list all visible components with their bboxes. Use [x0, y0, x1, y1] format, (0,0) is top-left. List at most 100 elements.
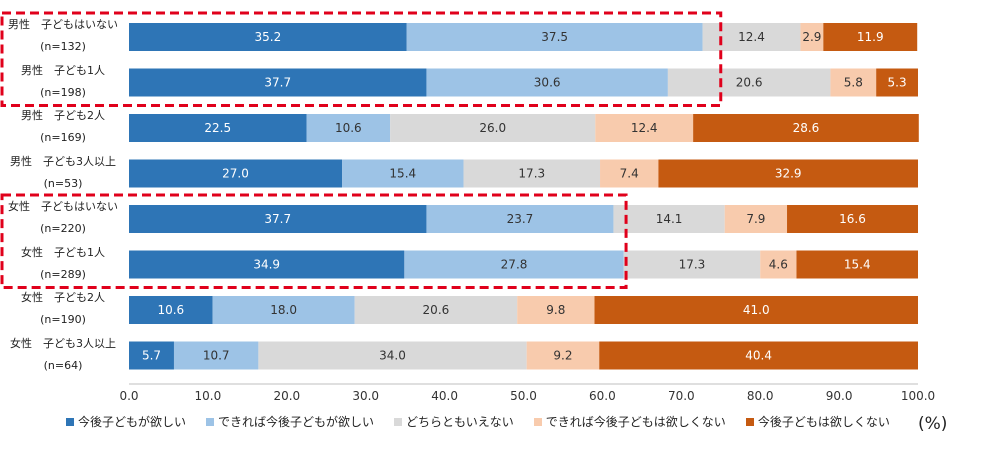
x-tick-label: 100.0 — [901, 389, 935, 403]
bar-segment — [667, 68, 831, 97]
legend: 今後子どもが欲しい できれば今後子どもが欲しい どちらともいえない できれば今後子ども… — [66, 413, 890, 430]
data-label: 9.8 — [546, 303, 565, 317]
bar-segment — [623, 250, 761, 279]
data-label: 9.2 — [553, 349, 572, 363]
data-label: 34.9 — [253, 258, 280, 272]
legend-swatch — [745, 417, 754, 426]
data-label: 5.3 — [888, 76, 907, 90]
data-label: 12.4 — [738, 30, 765, 44]
bar-segment — [760, 250, 797, 279]
bar-segment — [129, 341, 174, 370]
bar-segment — [342, 159, 464, 188]
bar-segment — [796, 250, 918, 279]
data-label: 14.1 — [656, 212, 683, 226]
legend-swatch — [206, 417, 215, 426]
x-tick-label: 90.0 — [826, 389, 853, 403]
category-label: 男性 子ども3人以上 (n=53) — [10, 154, 116, 190]
data-label: 28.6 — [793, 121, 820, 135]
bar-segment — [306, 114, 391, 142]
data-label: 34.0 — [379, 349, 406, 363]
x-tick-label: 30.0 — [352, 389, 379, 403]
bar-segment — [129, 205, 427, 233]
legend-label: できれば今後子どもは欲しくない — [545, 415, 726, 429]
legend-swatch — [66, 417, 74, 426]
data-label: 35.2 — [255, 30, 282, 44]
bar-segment — [526, 341, 600, 370]
legend-item: できれば今後子どもは欲しくない — [533, 413, 726, 430]
bar-segment — [600, 159, 659, 188]
x-tick-label: 20.0 — [273, 389, 300, 403]
data-label: 11.9 — [857, 30, 884, 44]
bar-segment — [594, 296, 918, 324]
data-label: 7.9 — [746, 212, 765, 226]
bar-segment — [800, 23, 824, 51]
category-label: 女性 子ども1人 (n=289) — [21, 245, 105, 281]
data-label: 2.9 — [802, 30, 821, 44]
x-tick-label: 60.0 — [589, 389, 616, 403]
data-label: 10.6 — [157, 303, 184, 317]
x-tick-label: 10.0 — [195, 389, 222, 403]
data-label: 40.4 — [745, 349, 772, 363]
bar-segment — [390, 114, 596, 142]
data-label: 10.7 — [203, 349, 230, 363]
bar-segment — [876, 68, 918, 97]
category-label: 女性 子ども3人以上 (n=64) — [10, 336, 116, 372]
data-label: 4.6 — [769, 258, 788, 272]
x-tick-label: 70.0 — [668, 389, 695, 403]
bar-segment — [693, 114, 919, 142]
category-label: 男性 子ども2人 (n=169) — [21, 109, 105, 144]
data-label: 20.6 — [736, 76, 763, 90]
category-label: 男性 子ども1人 (n=198) — [21, 63, 105, 99]
bar-segment — [129, 250, 405, 279]
bar-segment — [426, 205, 614, 233]
data-label: 20.6 — [423, 303, 450, 317]
data-label: 26.0 — [479, 121, 506, 135]
bar-segment — [823, 23, 918, 51]
legend-item: 今後子どもは欲しくない — [745, 413, 890, 430]
category-label: 女性 子ども2人 (n=190) — [21, 291, 105, 326]
bar-segment — [258, 341, 527, 370]
bar-segment — [830, 68, 877, 97]
data-label: 15.4 — [389, 167, 416, 181]
bar-segment — [702, 23, 801, 51]
legend-item: できれば今後子どもが欲しい — [206, 413, 374, 430]
bar-segment — [787, 205, 918, 233]
highlight-box — [0, 193, 628, 289]
data-label: 17.3 — [679, 258, 706, 272]
bar-segment — [406, 23, 703, 51]
data-label: 18.0 — [270, 303, 297, 317]
legend-label: どちらともいえない — [406, 415, 514, 429]
category-label: 女性 子どもはいない (n=220) — [8, 200, 118, 235]
legend-label: 今後子どもは欲しくない — [757, 415, 890, 429]
data-label: 7.4 — [620, 167, 639, 181]
data-label: 27.0 — [222, 167, 249, 181]
data-label: 37.7 — [264, 212, 291, 226]
data-label: 27.8 — [501, 258, 528, 272]
bar-segment — [354, 296, 518, 324]
data-label: 17.3 — [518, 167, 545, 181]
bar-segment — [173, 341, 259, 370]
legend-swatch — [533, 417, 542, 426]
data-label: 22.5 — [204, 121, 231, 135]
bar-segment — [404, 250, 624, 279]
legend-label: 今後子どもが欲しい — [78, 415, 187, 429]
data-label: 5.8 — [844, 76, 863, 90]
data-label: 15.4 — [844, 258, 871, 272]
bar-segment — [658, 159, 918, 188]
bar-segment — [599, 341, 918, 370]
data-label: 32.9 — [775, 167, 802, 181]
x-tick-label: 40.0 — [431, 389, 458, 403]
bar-segment — [129, 114, 307, 142]
category-label: 男性 子どもはいない (n=132) — [8, 18, 118, 53]
bar-segment — [129, 68, 427, 97]
data-label: 12.4 — [631, 121, 658, 135]
bar-segment — [463, 159, 601, 188]
data-label: 41.0 — [743, 303, 770, 317]
x-tick-label: 50.0 — [510, 389, 537, 403]
data-label: 10.6 — [335, 121, 362, 135]
data-label: 16.6 — [839, 212, 866, 226]
legend-item: どちらともいえない — [394, 413, 514, 430]
data-label: 37.5 — [541, 30, 568, 44]
bar-segment — [724, 205, 788, 233]
legend-swatch — [394, 417, 403, 426]
